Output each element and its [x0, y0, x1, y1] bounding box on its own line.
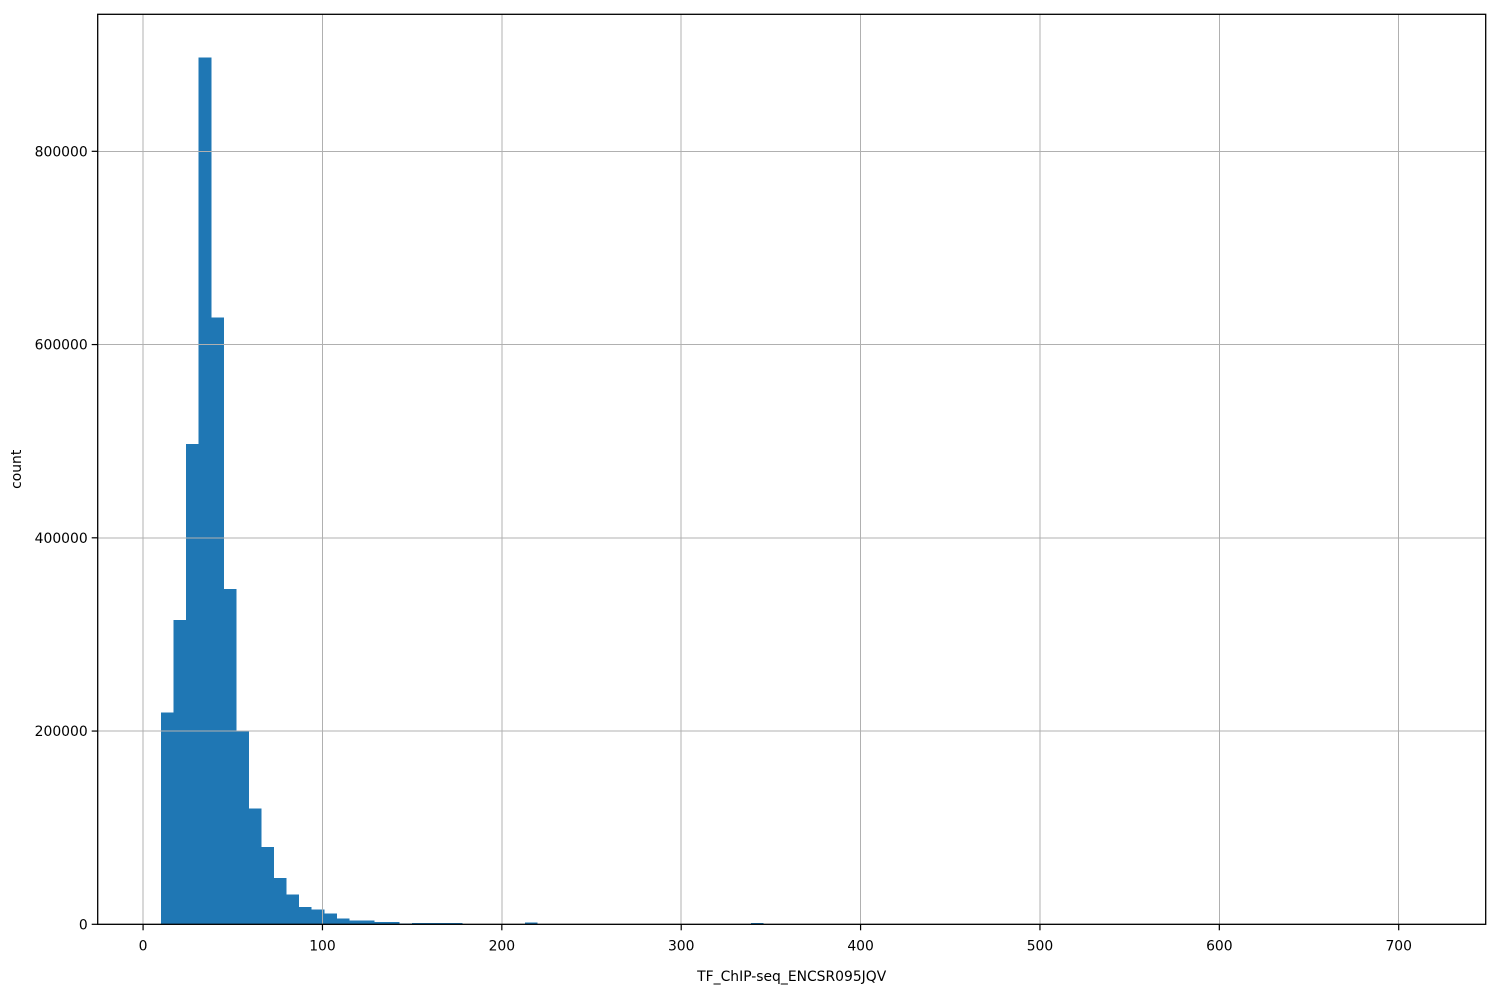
- histogram-bar: [361, 920, 375, 925]
- histogram-bar: [173, 619, 187, 925]
- y-tick-label: 200000: [35, 724, 88, 740]
- histogram-bar: [324, 913, 337, 925]
- histogram-bar: [525, 922, 538, 925]
- histogram-bar: [751, 922, 764, 925]
- x-tick-label: 100: [309, 938, 336, 954]
- axes-layer: [91, 13, 1487, 931]
- histogram-bar: [387, 922, 400, 925]
- histogram-bar: [349, 920, 362, 925]
- histogram-bar: [336, 918, 350, 925]
- y-tick-label: 0: [79, 917, 88, 933]
- y-tick-label: 600000: [35, 338, 88, 354]
- plot-border: [97, 13, 1487, 925]
- histogram-bar: [299, 906, 312, 925]
- x-tick-label: 200: [489, 938, 516, 954]
- x-tick-label: 0: [139, 938, 148, 954]
- histogram-bar: [286, 894, 300, 925]
- x-tick-label: 700: [1385, 938, 1412, 954]
- y-tick-label: 400000: [35, 531, 88, 547]
- x-tick-label: 600: [1206, 938, 1233, 954]
- histogram-bar: [261, 847, 275, 925]
- histogram-bar: [223, 589, 237, 925]
- x-tick-label: 500: [1027, 938, 1054, 954]
- histogram-bar: [374, 921, 388, 925]
- histogram-bar: [311, 909, 325, 925]
- histogram-bar: [211, 317, 224, 925]
- grid-layer: [97, 14, 1486, 925]
- y-tick-label: 800000: [35, 144, 88, 160]
- y-axis-label: count: [9, 449, 25, 489]
- histogram-bar: [248, 808, 262, 925]
- histogram-bar: [186, 444, 199, 925]
- tick-label-layer: 0 100 200 300 400 500 600 700 0 200000 400000 60000…: [35, 144, 1412, 954]
- histogram-bar: [236, 731, 249, 925]
- histogram-bar: [161, 712, 174, 925]
- x-tick-label: 400: [847, 938, 874, 954]
- x-tick-label: 300: [668, 938, 695, 954]
- bars-layer: [161, 57, 764, 925]
- histogram-bar: [274, 877, 287, 925]
- x-axis-label: TF_ChIP-seq_ENCSR095JQV: [696, 969, 887, 985]
- histogram-bar: [198, 57, 212, 925]
